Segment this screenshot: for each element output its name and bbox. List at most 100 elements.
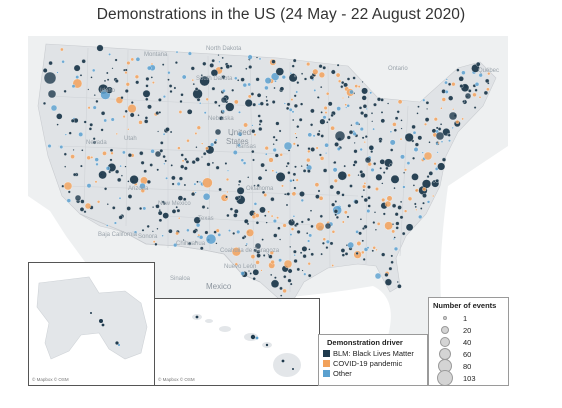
- label-ontario: Ontario: [388, 66, 408, 72]
- event-marker: [238, 179, 242, 184]
- event-marker: [300, 220, 304, 224]
- event-marker: [372, 221, 376, 224]
- event-marker: [118, 196, 122, 200]
- event-marker: [196, 125, 201, 130]
- event-marker: [384, 221, 393, 230]
- event-marker: [186, 139, 190, 143]
- event-marker: [252, 277, 256, 281]
- event-marker: [435, 131, 445, 141]
- event-marker: [432, 194, 435, 198]
- size-legend: Number of events 1 20 40 60 80 103: [428, 297, 509, 386]
- event-marker: [325, 152, 328, 155]
- event-marker: [335, 215, 339, 219]
- event-marker: [362, 227, 365, 230]
- event-marker: [236, 186, 245, 195]
- event-marker: [184, 157, 188, 161]
- event-marker: [362, 184, 367, 189]
- event-marker: [401, 231, 406, 236]
- event-marker: [322, 115, 327, 120]
- event-marker: [478, 96, 482, 99]
- event-marker: [260, 269, 263, 272]
- event-marker: [318, 153, 322, 157]
- event-marker: [251, 124, 254, 127]
- event-marker: [399, 137, 403, 141]
- event-marker: [275, 171, 278, 174]
- event-marker: [307, 132, 313, 138]
- event-marker: [300, 72, 304, 75]
- event-marker: [341, 253, 345, 257]
- event-marker: [151, 230, 154, 233]
- hawaii-inset[interactable]: © Mapbox © OSM: [154, 298, 320, 386]
- event-marker: [270, 259, 275, 265]
- event-marker: [79, 207, 85, 212]
- event-marker: [287, 268, 293, 274]
- event-marker: [106, 203, 109, 206]
- event-marker: [370, 167, 375, 172]
- event-marker: [326, 121, 329, 124]
- event-marker: [56, 71, 59, 74]
- legend-item-blm[interactable]: BLM: Black Lives Matter: [323, 348, 427, 358]
- event-marker: [250, 92, 255, 96]
- event-marker: [331, 202, 336, 207]
- event-marker: [247, 54, 253, 60]
- hawaii-map: [155, 299, 319, 385]
- event-marker: [219, 66, 224, 70]
- event-marker: [68, 131, 72, 135]
- event-marker: [264, 169, 268, 172]
- event-marker: [280, 294, 283, 297]
- event-marker: [309, 209, 313, 212]
- event-marker: [485, 78, 490, 84]
- event-marker: [299, 251, 303, 255]
- alaska-inset[interactable]: © Mapbox © OSM: [28, 262, 155, 386]
- legend-item-covid[interactable]: COVID-19 pandemic: [323, 358, 427, 368]
- event-marker: [161, 200, 165, 204]
- event-marker: [285, 106, 290, 111]
- event-marker: [194, 87, 199, 91]
- event-marker: [325, 239, 330, 244]
- event-marker: [180, 164, 185, 169]
- event-marker: [421, 151, 424, 154]
- event-marker: [231, 88, 235, 92]
- event-marker: [273, 233, 278, 238]
- event-marker: [289, 233, 293, 236]
- event-marker: [201, 142, 204, 145]
- event-marker: [218, 187, 222, 192]
- label-north-dakota: North Dakota: [206, 46, 242, 52]
- event-marker: [290, 227, 295, 231]
- event-marker: [468, 89, 472, 93]
- event-marker: [240, 271, 245, 276]
- event-marker: [335, 190, 341, 195]
- event-marker: [43, 71, 57, 85]
- event-marker: [417, 135, 423, 141]
- event-marker: [294, 165, 297, 169]
- event-marker: [358, 106, 363, 110]
- event-marker: [259, 206, 266, 214]
- event-marker: [436, 151, 439, 154]
- event-marker: [83, 210, 87, 214]
- event-marker: [313, 89, 317, 92]
- event-marker: [390, 260, 394, 264]
- legend-item-other[interactable]: Other: [323, 368, 427, 378]
- event-marker: [185, 160, 190, 164]
- event-marker: [314, 182, 320, 187]
- event-marker: [330, 125, 335, 131]
- event-marker: [154, 242, 158, 246]
- event-marker: [366, 209, 371, 213]
- event-marker: [455, 119, 460, 124]
- event-marker: [127, 153, 132, 158]
- event-marker: [150, 149, 155, 154]
- event-marker: [271, 100, 276, 104]
- event-marker: [352, 163, 356, 167]
- event-marker: [392, 122, 397, 127]
- event-marker: [193, 182, 197, 186]
- event-marker: [303, 272, 307, 276]
- event-marker: [261, 238, 264, 241]
- event-marker: [395, 221, 400, 226]
- event-marker: [201, 205, 206, 209]
- event-marker: [271, 169, 275, 172]
- event-marker: [281, 184, 284, 188]
- event-marker: [157, 210, 163, 216]
- event-marker: [300, 165, 303, 168]
- event-marker: [307, 169, 311, 173]
- event-marker: [437, 162, 446, 171]
